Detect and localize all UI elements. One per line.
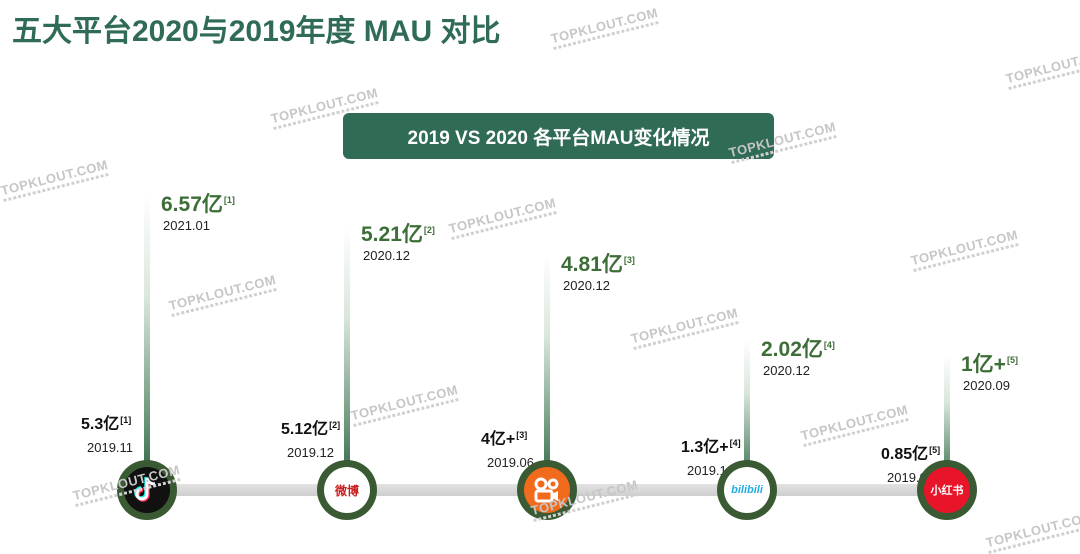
mau-2020-date: 2020.09 [963, 378, 1010, 393]
page-title: 五大平台2020与2019年度 MAU 对比 [12, 15, 501, 48]
watermark-text: TOPKLOUT.COM [349, 382, 460, 427]
reference-marker: [2] [329, 419, 341, 430]
watermark-text: TOPKLOUT.COM [984, 509, 1080, 554]
mau-2020-bar [944, 355, 950, 490]
reference-marker: [4] [823, 340, 835, 350]
mau-2020-bar [344, 225, 350, 490]
watermark-text: TOPKLOUT.COM [909, 227, 1020, 272]
mau-2020-value: 1亿+[5] [961, 353, 1018, 376]
mau-2019-value: 1.3亿+[4] [681, 437, 741, 456]
mau-2020-date: 2021.01 [163, 218, 210, 233]
mau-2020-date: 2020.12 [563, 278, 610, 293]
watermark-text: TOPKLOUT.COM [167, 272, 278, 317]
mau-2020-value: 5.21亿[2] [361, 223, 435, 246]
mau-2019-date: 2019.06 [487, 455, 534, 470]
weibo-icon-inner: 微博 [324, 467, 370, 513]
watermark-text: TOPKLOUT.COM [0, 157, 110, 202]
reference-marker: [1] [120, 414, 132, 425]
mau-2020-bar [744, 340, 750, 490]
mau-2019-value: 5.12亿[2] [281, 419, 341, 438]
bilibili-icon-inner: bilibili [724, 467, 770, 513]
weibo-icon: 微博 [317, 460, 377, 520]
reference-marker: [5] [1006, 355, 1018, 365]
watermark-text: TOPKLOUT.COM [447, 195, 558, 240]
mau-2019-value: 0.85亿[5] [881, 444, 941, 463]
reference-marker: [3] [623, 255, 635, 265]
mau-2019-date: 2019.12 [287, 445, 334, 460]
mau-2020-bar [544, 255, 550, 490]
mau-2020-value: 4.81亿[3] [561, 253, 635, 276]
reference-marker: [2] [423, 225, 435, 235]
xiaohongshu-icon: 小红书 [917, 460, 977, 520]
mau-2020-value: 6.57亿[1] [161, 193, 235, 216]
xiaohongshu-icon-inner: 小红书 [924, 467, 970, 513]
mau-2019-date: 2019.11 [87, 440, 134, 455]
reference-marker: [5] [929, 444, 941, 455]
reference-marker: [1] [223, 195, 235, 205]
watermark-text: TOPKLOUT.COM [1004, 45, 1080, 90]
watermark-text: TOPKLOUT.COM [549, 5, 660, 50]
mau-2020-value: 2.02亿[4] [761, 338, 835, 361]
mau-2019-value: 4亿+[3] [481, 429, 528, 448]
mau-2020-bar [144, 195, 150, 490]
mau-2020-date: 2020.12 [763, 363, 810, 378]
reference-marker: [4] [729, 437, 741, 448]
reference-marker: [3] [516, 429, 528, 440]
watermark-text: TOPKLOUT.COM [629, 305, 740, 350]
chart-banner: 2019 VS 2020 各平台MAU变化情况 [343, 113, 774, 159]
mau-2020-date: 2020.12 [363, 248, 410, 263]
bilibili-icon: bilibili [717, 460, 777, 520]
mau-2019-value: 5.3亿[1] [81, 414, 132, 433]
